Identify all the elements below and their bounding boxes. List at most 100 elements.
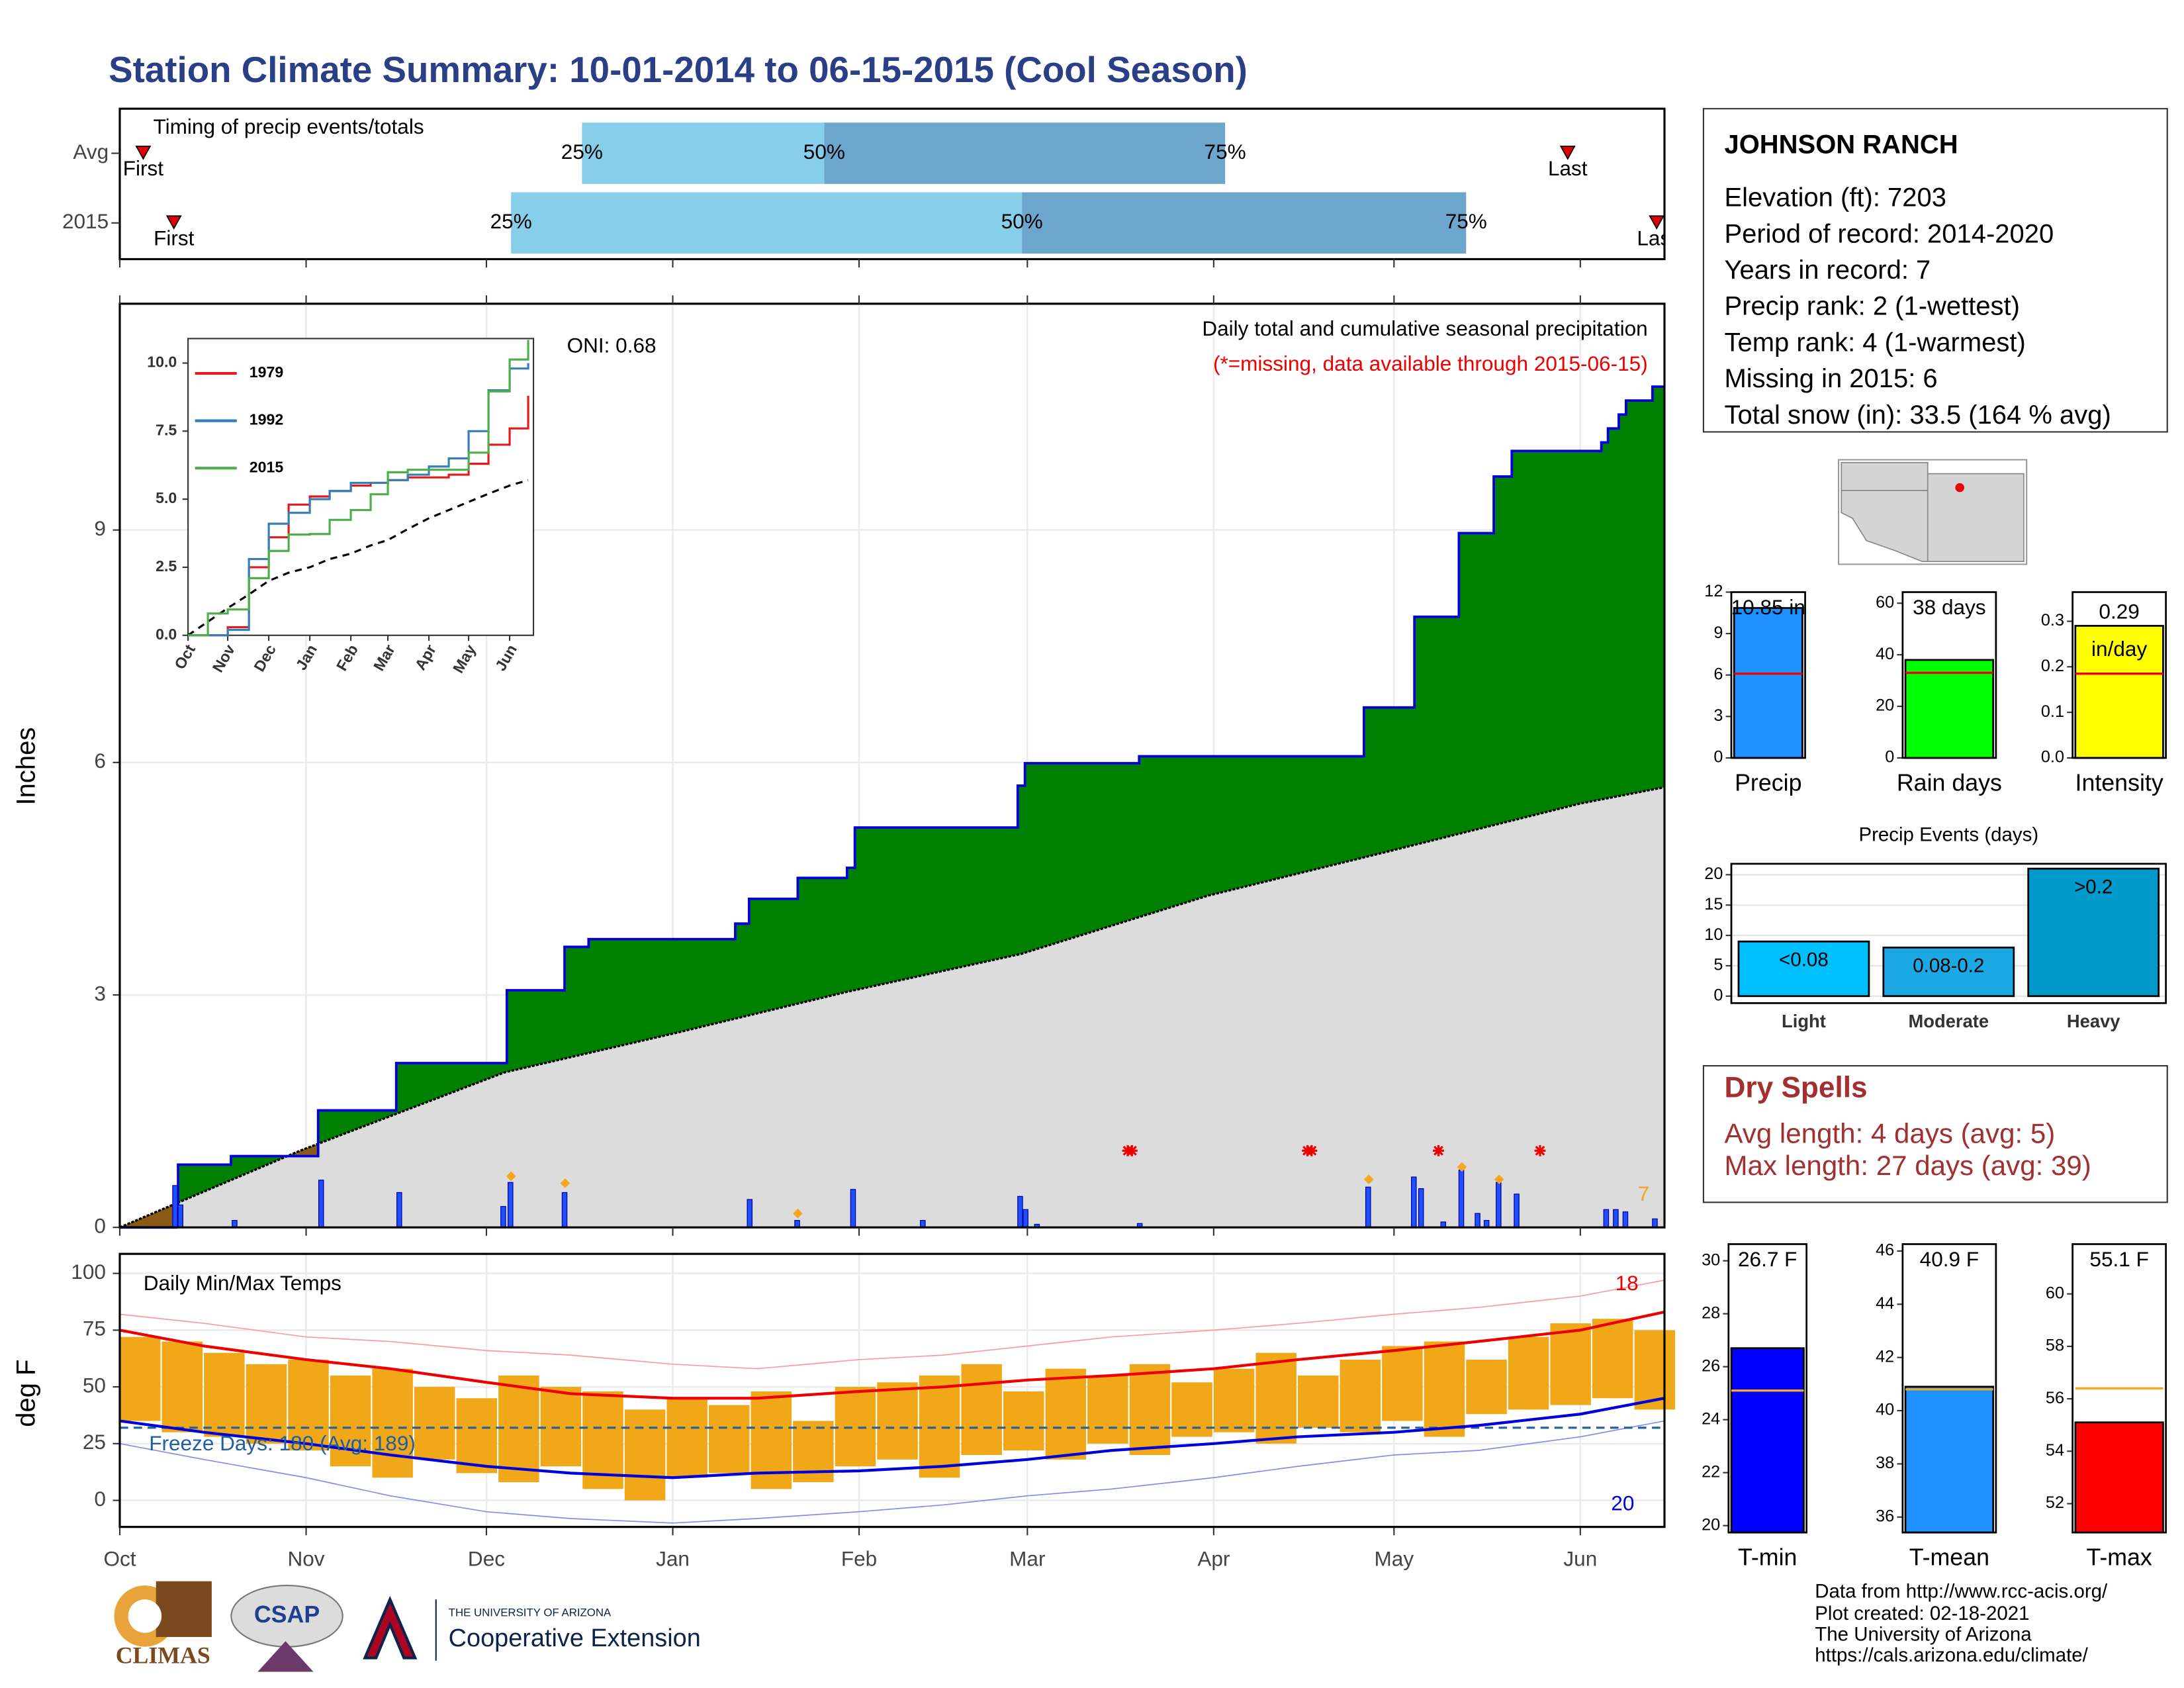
y-tick-label: 25	[83, 1430, 106, 1454]
temp-range-bar	[288, 1359, 329, 1451]
temp-range-bar	[1424, 1341, 1465, 1437]
quartile-bar	[824, 122, 1226, 184]
daily-bar	[318, 1180, 324, 1228]
temp-range-bar	[498, 1375, 539, 1483]
snow-marker	[1363, 1174, 1374, 1184]
bin-label: >0.2	[2074, 876, 2113, 898]
y-tick-label: 0.3	[2041, 611, 2064, 630]
station-lines: Elevation (ft): 7203 Period of record: 20…	[1724, 183, 2111, 430]
y-tick-label: 0	[1713, 748, 1723, 767]
y-axis-label: deg F	[12, 1360, 41, 1427]
bin-label: 0.08-0.2	[1913, 955, 1984, 977]
temp-range-bar	[161, 1341, 203, 1432]
cumulative-line	[119, 385, 1664, 1229]
legend-label: 2015	[250, 458, 284, 475]
y-tick-label: 15	[1704, 895, 1723, 914]
inset-y-tick-label: 7.5	[156, 421, 177, 438]
daily-bar	[1622, 1211, 1629, 1228]
category-label: Precip	[1735, 769, 1801, 796]
x-tick-label: May	[1375, 1547, 1414, 1571]
category-label: Intensity	[2075, 769, 2163, 796]
daily-bar	[1652, 1218, 1658, 1228]
row-label: 2015	[62, 209, 109, 233]
extension-text: Cooperative Extension	[449, 1624, 701, 1652]
daily-bar	[1483, 1220, 1490, 1228]
temp-range-bar	[119, 1336, 161, 1421]
quantile-label: 25%	[490, 209, 532, 233]
temp-range-bar	[1550, 1323, 1591, 1405]
daily-bar	[561, 1192, 568, 1228]
temp-title: Daily Min/Max Temps	[144, 1271, 341, 1295]
temp-range-bar	[1171, 1382, 1212, 1437]
mini-panel-frame	[2071, 591, 2167, 759]
ua-logo: THE UNIVERSITY OF ARIZONA Cooperative Ex…	[363, 1595, 701, 1661]
y-tick-label: 56	[2046, 1389, 2064, 1407]
precip-subtitle: (*=missing, data available through 2015-…	[1213, 352, 1648, 375]
unit-label: in/day	[2091, 637, 2147, 661]
category-label: Light	[1782, 1011, 1826, 1031]
count-annotation: 7	[1638, 1182, 1650, 1205]
bar	[1882, 947, 2015, 998]
locator-map	[1838, 459, 2028, 565]
value-label: 26.7 F	[1738, 1247, 1797, 1271]
event-label: Last	[1637, 226, 1676, 250]
quantile-label: 50%	[1001, 209, 1043, 233]
average-line	[119, 786, 1665, 1229]
timing-title: Timing of precip events/totals	[154, 115, 424, 138]
bar	[1904, 1385, 1995, 1534]
y-tick-label: 20	[1876, 696, 1894, 715]
daily-bar	[794, 1220, 800, 1228]
inset-y-tick-label: 0.0	[156, 626, 177, 643]
y-tick-label: 28	[1702, 1303, 1720, 1322]
dry-spells-line: Max length: 27 days (avg: 39)	[1724, 1150, 2091, 1181]
temp-range-bar	[1129, 1364, 1171, 1455]
value-label: 0.29	[2099, 599, 2139, 623]
y-tick-label: 100	[71, 1260, 106, 1284]
temp-range-bar	[1466, 1359, 1507, 1415]
timing-rows: 25% 50% 75% First Last 25% 50% 75% First Last	[123, 122, 1676, 254]
y-tick-label: 9	[94, 516, 106, 540]
station-line: Temp rank: 4 (1-warmest)	[1724, 328, 2025, 357]
daily-bar	[500, 1205, 506, 1228]
y-tick-label: 20	[1704, 865, 1723, 883]
y-tick-label: 26	[1702, 1356, 1720, 1375]
temp-range-bar	[414, 1387, 455, 1460]
temp-range-bar	[835, 1387, 876, 1467]
freeze-annotation: Freeze Days: 180 (Avg: 189)	[149, 1431, 416, 1455]
missing-marker	[1433, 1145, 1444, 1156]
station-line: Period of record: 2014-2020	[1724, 219, 2054, 248]
mini-panel-frame	[1901, 591, 1997, 759]
footer-line: The University of Arizona	[1815, 1624, 2032, 1646]
temp-range-bar	[1255, 1352, 1297, 1444]
y-tick-label: 0	[94, 1214, 106, 1238]
y-tick-label: 5	[1713, 956, 1723, 974]
station-line: Precip rank: 2 (1-wettest)	[1724, 292, 2019, 321]
mini-title: Precip Events (days)	[1858, 824, 2038, 846]
y-tick-label: 24	[1702, 1409, 1720, 1428]
daily-bar	[1023, 1209, 1028, 1228]
y-tick-label: 60	[2046, 1284, 2064, 1302]
inset-bg	[187, 338, 535, 636]
daily-bar	[1613, 1209, 1619, 1228]
temp-range-bar	[961, 1364, 1002, 1455]
y-tick-label: 6	[1713, 665, 1723, 683]
daily-bar	[232, 1220, 238, 1228]
daily-bar	[1458, 1169, 1465, 1228]
event-marker	[135, 146, 152, 160]
category-label: T-min	[1738, 1544, 1797, 1571]
category-label: T-max	[2086, 1544, 2152, 1571]
daily-bar	[177, 1204, 183, 1228]
daily-bar	[747, 1199, 753, 1228]
temp-range-bar	[919, 1375, 960, 1478]
temp-range-bar	[246, 1364, 287, 1444]
station-box	[1702, 108, 2168, 433]
category-label: T-mean	[1909, 1544, 1989, 1571]
bar	[1733, 607, 1803, 759]
category-label: Rain days	[1897, 769, 2002, 796]
y-tick-label: 10	[1704, 925, 1723, 944]
y-tick-label: 52	[2046, 1493, 2064, 1512]
station-line: Total snow (in): 33.5 (164 % avg)	[1724, 400, 2111, 430]
y-axis-label: Inches	[12, 727, 41, 806]
record-high-count: 18	[1615, 1271, 1639, 1295]
y-tick-label: 3	[94, 981, 106, 1005]
